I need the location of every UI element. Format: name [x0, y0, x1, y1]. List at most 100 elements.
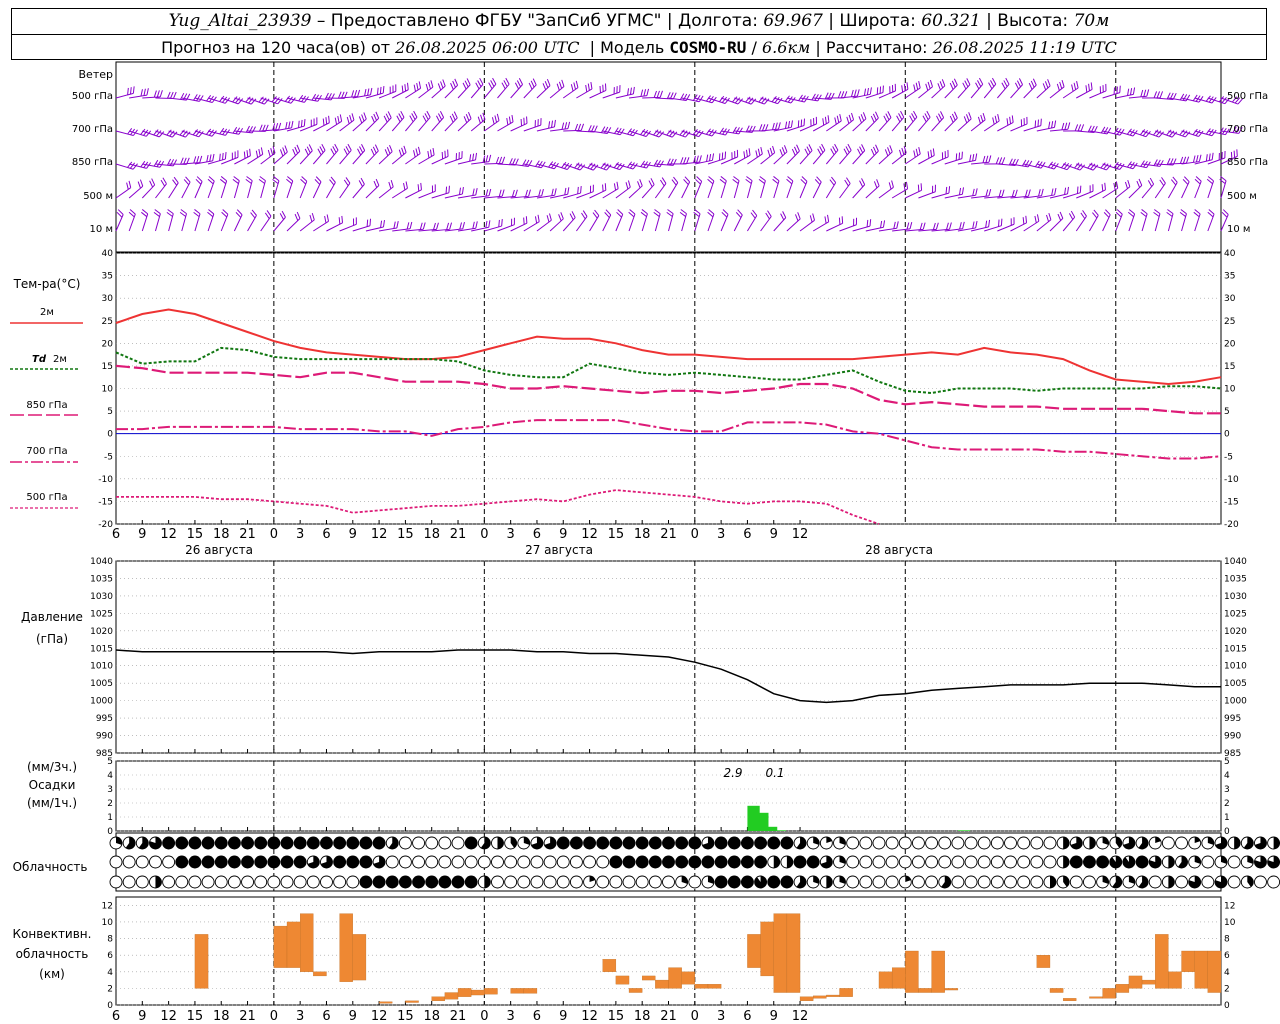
cloud-circle-fill	[254, 856, 267, 868]
wind-barb-feather	[905, 181, 909, 189]
wind-barb-feather	[1014, 82, 1019, 90]
wind-barb-feather	[1185, 94, 1191, 102]
wind-barb-staff	[707, 97, 726, 104]
wind-barb-feather	[616, 211, 622, 218]
cloud-circle-fill	[465, 876, 478, 888]
cloud-cover-circle	[740, 836, 754, 850]
wind-barb	[523, 214, 540, 232]
chart-header: Yug_Altai_23939 – Предоставлено ФГБУ "За…	[11, 8, 1267, 60]
cloud-cover-circle	[188, 855, 202, 869]
wind-barb-feather	[1184, 131, 1191, 138]
wind-barb	[1049, 122, 1071, 132]
cloud-cover-circle	[175, 836, 189, 850]
wind-barb-feather	[1119, 163, 1125, 170]
wind-barb-staff	[878, 117, 892, 132]
wind-barb-feather	[345, 146, 350, 153]
cloud-cover-circle	[583, 836, 597, 850]
wind-barb-staff	[997, 195, 1016, 199]
wind-barb-feather	[129, 87, 132, 95]
wind-barb	[1179, 209, 1187, 232]
wind-barb-feather	[1127, 88, 1130, 96]
wind-barb	[497, 77, 510, 99]
precip-bar	[756, 812, 769, 831]
wind-barb-staff	[1168, 130, 1186, 138]
wind-barb-feather	[797, 212, 801, 220]
wind-barb-feather	[1140, 211, 1147, 218]
wind-barb-feather	[958, 187, 962, 195]
wind-barb-feather	[185, 131, 191, 138]
wind-barb	[681, 94, 704, 103]
wind-barb	[352, 218, 372, 232]
cloud-circle-fill	[649, 837, 662, 849]
wind-barb	[286, 119, 306, 132]
cloud-circle-outline	[925, 855, 939, 869]
cloud-cover-circle	[964, 855, 978, 869]
cloud-circle-outline	[556, 875, 570, 889]
y-tick-label-temp: 0	[107, 430, 113, 440]
cloud-cover-circle	[477, 836, 491, 850]
wind-barb-feather	[1207, 211, 1214, 218]
cloud-circle-outline	[135, 855, 149, 869]
wind-barb-feather	[909, 222, 913, 230]
hour-tick-label-bottom: 21	[660, 1009, 677, 1024]
conv-cloud-bar	[510, 988, 524, 994]
wind-barb-feather	[1003, 80, 1008, 87]
wind-barb-feather	[830, 92, 835, 100]
wind-barb-staff	[957, 227, 976, 232]
y-tick-label-temp: -10	[98, 475, 113, 485]
wind-barb-feather	[450, 82, 454, 90]
wind-barb-feather	[777, 122, 781, 130]
wind-barb-feather	[985, 189, 989, 197]
hour-tick-label-top: 9	[770, 527, 778, 542]
wind-barb-feather	[561, 79, 565, 87]
wind-barb-feather	[846, 116, 850, 124]
wind-barb-feather	[627, 180, 631, 188]
cloud-cover-circle	[793, 836, 807, 850]
cloud-circle-outline	[846, 875, 860, 889]
cloud-circle-fill	[767, 876, 780, 888]
cloud-circle-fill	[138, 836, 149, 849]
wind-barb-feather	[179, 211, 187, 217]
wind-barb-feather	[861, 144, 866, 151]
wind-barb-feather	[1219, 127, 1224, 134]
y-tick-label-right-conv: 4	[1224, 968, 1230, 978]
wind-barb-feather	[860, 114, 865, 122]
wind-barb	[523, 160, 546, 169]
wind-barb	[589, 126, 612, 134]
cloud-circle-fill	[1155, 837, 1161, 843]
cloud-circle-fill	[826, 876, 833, 888]
cloud-circle-fill	[359, 837, 372, 849]
cloud-cover-circle	[1083, 836, 1096, 850]
cloud-cover-circle	[1188, 855, 1202, 869]
legend-t850-label: 850 гПа	[26, 400, 67, 411]
wind-barb-feather	[236, 209, 243, 216]
cloud-circle-fill	[116, 837, 123, 845]
wind-barb	[720, 209, 729, 232]
wind-barb-staff	[484, 162, 503, 165]
conv-cloud-bar	[1207, 950, 1222, 993]
wind-barb-feather	[903, 83, 906, 91]
wind-barb-feather	[1115, 181, 1119, 189]
wind-barb	[207, 95, 231, 104]
wind-barb-feather	[839, 113, 842, 122]
wind-barb-feather	[515, 158, 519, 166]
wind-barb-feather	[267, 149, 271, 157]
wind-barb	[642, 159, 664, 168]
wind-barb	[760, 210, 772, 232]
wind-barb	[1220, 209, 1229, 232]
wind-barb-feather	[708, 176, 715, 182]
station-name: Yug_Altai_23939	[168, 11, 312, 31]
wind-barb	[1023, 78, 1037, 99]
cloud-circle-outline	[1175, 836, 1188, 850]
wind-barb-feather	[846, 177, 851, 184]
wind-barb-staff	[878, 186, 894, 199]
y-tick-label-pressure: 1035	[90, 574, 113, 584]
wind-barb	[431, 185, 450, 199]
cloud-circle-fill	[333, 837, 346, 849]
wind-barb-feather	[260, 147, 264, 155]
y-tick-label-pressure: 990	[96, 732, 113, 742]
cloud-circle-outline	[530, 875, 544, 889]
wind-barb-feather	[1221, 97, 1227, 104]
wind-barb-feather	[472, 188, 475, 196]
cloud-circle-outline	[911, 836, 925, 850]
